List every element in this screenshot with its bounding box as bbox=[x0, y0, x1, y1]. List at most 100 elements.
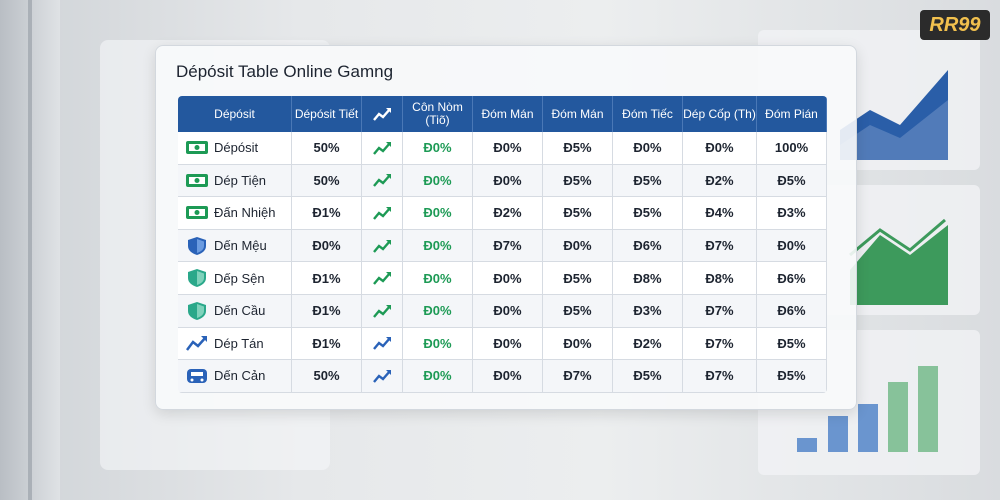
value-cell: Đ0% bbox=[473, 295, 543, 328]
value-cell: Đ7% bbox=[683, 295, 757, 328]
value-cell: Đ0% bbox=[403, 360, 473, 393]
row-label: Dépósit bbox=[178, 132, 292, 165]
value-cell: Đ0% bbox=[473, 262, 543, 295]
value-cell: Đ0% bbox=[292, 229, 362, 263]
trend-cell bbox=[362, 295, 403, 328]
value-cell: Đ5% bbox=[613, 164, 683, 198]
value-cell: Đ8% bbox=[613, 262, 683, 295]
value-cell: Đ7% bbox=[683, 327, 757, 361]
value-cell: Đ0% bbox=[403, 327, 473, 361]
value-cell: Đ1% bbox=[292, 262, 362, 295]
value-cell: Đ5% bbox=[543, 295, 613, 328]
value-cell: Đ0% bbox=[473, 327, 543, 361]
panel-title: Dépósit Table Online Gamng bbox=[176, 62, 394, 81]
trend-cell bbox=[362, 164, 403, 198]
trend-icon bbox=[373, 174, 391, 188]
value-cell: Đ2% bbox=[683, 164, 757, 198]
value-cell: Đ1% bbox=[292, 197, 362, 230]
row-icon bbox=[187, 369, 207, 384]
header-icon-cell bbox=[362, 96, 403, 132]
row-label: Dến Cản bbox=[178, 360, 292, 393]
trend-icon bbox=[373, 337, 391, 351]
value-cell: Đ3% bbox=[613, 295, 683, 328]
trend-icon bbox=[373, 108, 391, 121]
table: Dépósit Dépósit Tiết Côn Nòm (Tiõ) Đóm Mán Đ… bbox=[178, 96, 827, 393]
value-cell: Đ3% bbox=[757, 197, 827, 230]
value-cell: Đ5% bbox=[613, 197, 683, 230]
trend-icon bbox=[373, 272, 391, 285]
trend-icon bbox=[373, 239, 391, 253]
value-cell: Đ0% bbox=[543, 327, 613, 361]
trend-icon bbox=[373, 206, 391, 220]
value-cell: Đ5% bbox=[757, 360, 827, 393]
trend-cell bbox=[362, 360, 403, 393]
value-cell: Đ7% bbox=[543, 360, 613, 393]
value-cell: 100% bbox=[757, 132, 827, 165]
value-cell: Đ5% bbox=[613, 360, 683, 393]
row-label: Dếp Sện bbox=[178, 262, 292, 295]
value-cell: Đ7% bbox=[683, 360, 757, 393]
header-cell: Dépósit bbox=[178, 96, 292, 132]
value-cell: Đ7% bbox=[683, 229, 757, 263]
row-label: Dến Mệu bbox=[178, 229, 292, 263]
value-cell: Đ5% bbox=[543, 197, 613, 230]
value-cell: Đ0% bbox=[403, 197, 473, 230]
value-cell: Đ0% bbox=[683, 132, 757, 165]
value-cell: Đ0% bbox=[403, 229, 473, 263]
value-cell: Đ0% bbox=[403, 295, 473, 328]
row-icon bbox=[186, 173, 208, 187]
header-cell: Côn Nòm (Tiõ) bbox=[403, 96, 473, 132]
header-cell: Đóm Mán bbox=[473, 96, 543, 132]
value-cell: Đ0% bbox=[757, 229, 827, 263]
row-icon bbox=[188, 302, 206, 320]
header-cell: Đóm Pián bbox=[757, 96, 827, 132]
value-cell: Đ5% bbox=[543, 262, 613, 295]
trend-cell bbox=[362, 327, 403, 361]
value-cell: Đ1% bbox=[292, 327, 362, 361]
value-cell: Đ0% bbox=[403, 132, 473, 165]
row-icon bbox=[186, 206, 208, 220]
value-cell: Đ0% bbox=[613, 132, 683, 165]
trend-icon bbox=[373, 304, 391, 318]
row-icon bbox=[186, 141, 208, 154]
value-cell: Đ4% bbox=[683, 197, 757, 230]
header-cell: Đóm Tiếc bbox=[613, 96, 683, 132]
trend-cell bbox=[362, 197, 403, 230]
row-label: Dép Tán bbox=[178, 327, 292, 361]
row-icon bbox=[188, 236, 206, 255]
value-cell: Đ6% bbox=[757, 262, 827, 295]
value-cell: 50% bbox=[292, 132, 362, 165]
value-cell: Đ0% bbox=[473, 360, 543, 393]
value-cell: Đ5% bbox=[757, 327, 827, 361]
row-label: Dến Cầu bbox=[178, 295, 292, 328]
trend-cell bbox=[362, 132, 403, 165]
row-icon bbox=[186, 335, 207, 351]
value-cell: Đ7% bbox=[473, 229, 543, 263]
row-icon bbox=[188, 269, 206, 288]
header-cell: Dép Cốp (Th) bbox=[683, 96, 757, 132]
value-cell: Đ8% bbox=[683, 262, 757, 295]
logo: RR99 bbox=[920, 10, 990, 40]
row-label: Dép Tiện bbox=[178, 164, 292, 198]
value-cell: 50% bbox=[292, 360, 362, 393]
value-cell: Đ5% bbox=[543, 164, 613, 198]
header-cell: Dépósit Tiết bbox=[292, 96, 362, 132]
row-label: Đấn Nhiệh bbox=[178, 197, 292, 230]
trend-cell bbox=[362, 262, 403, 295]
value-cell: Đ0% bbox=[543, 229, 613, 263]
value-cell: Đ0% bbox=[473, 164, 543, 198]
window-bar bbox=[28, 0, 32, 500]
trend-icon bbox=[373, 141, 391, 155]
value-cell: Đ2% bbox=[473, 197, 543, 230]
value-cell: Đ5% bbox=[543, 132, 613, 165]
value-cell: Đ6% bbox=[613, 229, 683, 263]
value-cell: Đ1% bbox=[292, 295, 362, 328]
value-cell: Đ5% bbox=[757, 164, 827, 198]
value-cell: Đ6% bbox=[757, 295, 827, 328]
value-cell: Đ2% bbox=[613, 327, 683, 361]
header-cell: Đóm Mán bbox=[543, 96, 613, 132]
value-cell: Đ0% bbox=[403, 164, 473, 198]
trend-cell bbox=[362, 229, 403, 263]
value-cell: Đ0% bbox=[473, 132, 543, 165]
value-cell: Đ0% bbox=[403, 262, 473, 295]
